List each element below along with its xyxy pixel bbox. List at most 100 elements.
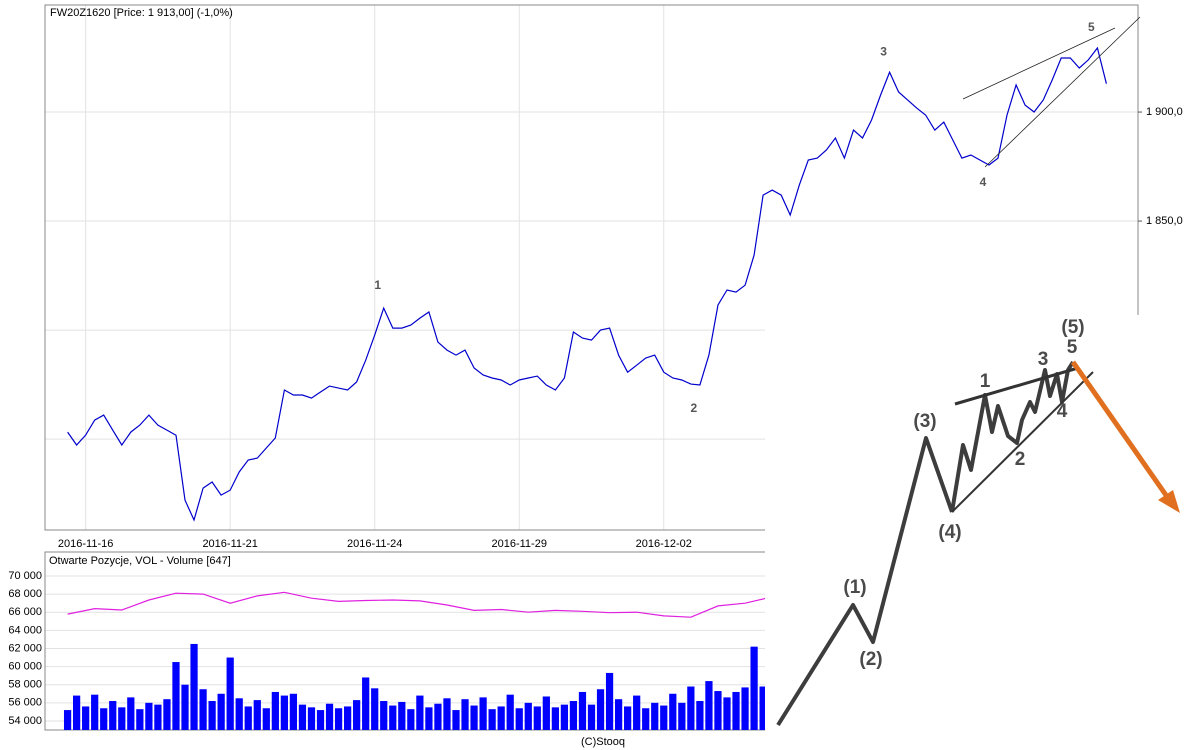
diagram-background [765,315,1200,750]
diagram-label: (2) [859,649,882,670]
x-tick-label: 2016-11-29 [492,538,547,550]
wave-label: 4 [980,175,987,189]
volume-bar [353,700,361,730]
y-tick-label: 1 850,0 [1146,215,1183,227]
volume-bar [298,704,307,730]
chart-title: Otwarte Pozycje, VOL - Volume [647] [49,555,231,567]
volume-bar [506,694,514,730]
volume-bar [461,699,469,730]
volume-bar [416,695,424,730]
volume-chart: Otwarte Pozycje, VOL - Volume [647] 54 0… [8,551,1139,731]
volume-bar [82,706,90,730]
volume-bar [100,708,108,730]
volume-bar [551,707,559,730]
wave-label: 1 [374,278,381,292]
volume-bar [759,686,767,730]
x-tick-label: 2016-12-02 [636,538,692,550]
diagram-label: 1 [980,371,991,392]
price-frame [44,4,1139,531]
volume-bar [705,681,713,730]
diagram-label: (3) [913,411,936,432]
trend-line [954,366,1079,406]
volume-bar [470,705,478,730]
volume-bar [687,686,695,730]
volume-bar [253,700,261,730]
y-tick-label: 1 900,0 [1146,106,1183,118]
volume-bar [362,677,370,730]
volume-bar [163,699,171,730]
volume-bar [208,701,216,730]
volume-bar [118,707,126,730]
volume-bar [605,672,614,730]
y-tick-label: 68 000 [8,588,42,600]
x-tick-label: 2016-11-24 [347,538,402,550]
volume-bar [172,662,180,730]
diagram-label: 5 [1067,337,1078,358]
wave-label: 5 [1088,20,1095,34]
wave-path [950,360,1075,513]
wedge-line [962,27,1116,100]
volume-bar [434,703,442,730]
diagram-label: 2 [1015,449,1026,470]
volume-bar [325,703,334,730]
volume-bar [633,695,641,730]
volume-bar [91,694,99,730]
arrow-head [1158,490,1180,513]
wave-path [776,436,954,727]
volume-bar [262,708,270,730]
volume-bar [723,697,731,730]
volume-bar [316,710,325,730]
volume-bar [217,693,225,730]
volume-bar [190,643,198,730]
diagram-label: (1) [843,577,866,598]
footer: (C)Stooq [581,736,625,748]
volume-bar [380,701,388,730]
volume-bar [560,704,569,730]
volume-bar [488,709,496,730]
volume-bar [624,706,632,730]
price-line [67,591,773,618]
x-tick-label: 2016-11-21 [202,538,257,550]
volume-bar [226,657,234,730]
grid [45,5,1138,530]
volume-bar [289,693,298,730]
volume-bar [63,710,72,730]
volume-bar [307,707,316,730]
y-tick-label: 62 000 [8,642,42,654]
volume-bar [696,701,704,730]
diagram-label: 4 [1057,401,1068,422]
volume-bar [244,706,252,730]
down-arrow [1070,360,1171,500]
y-tick-label: 66 000 [8,606,42,618]
volume-bar [515,708,523,730]
volume-bar [389,705,397,730]
volume-bar [407,709,415,730]
volume-bar [73,695,81,730]
volume-bar [154,704,162,730]
trend-line [951,371,1094,513]
volume-bar [614,699,623,730]
volume-bar [587,704,596,730]
volume-bar [443,698,451,730]
volume-bar [343,706,352,730]
wave-label: 2 [691,401,698,415]
x-tick-label: 2016-11-16 [58,538,113,550]
y-tick-label: 54 000 [8,715,42,727]
volume-bar [750,646,758,730]
volume-bar [714,691,722,730]
volume-bar [533,706,541,730]
diagram-label: (4) [938,522,961,543]
volume-bar [569,701,578,730]
wave-label: 3 [880,44,887,58]
volume-bar [425,707,433,730]
chart-title: FW20Z1620 [Price: 1 913,00] (-1,0%) [50,7,233,19]
volume-bar [136,709,144,730]
volume-bar [678,702,686,730]
volume-bar [145,702,153,730]
volume-bar [334,708,343,730]
volume-bar [497,706,505,730]
volume-bar [660,705,668,730]
volume-bar [596,689,605,730]
volume-bar [669,693,677,730]
